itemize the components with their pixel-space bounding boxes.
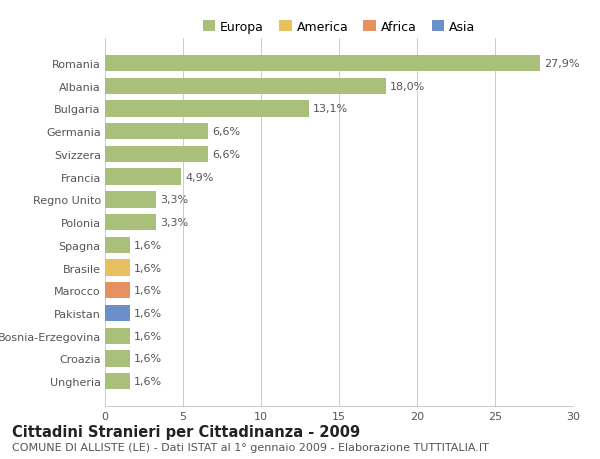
Bar bbox=[105, 351, 130, 367]
Bar bbox=[105, 101, 310, 118]
Bar bbox=[105, 260, 130, 276]
Text: Cittadini Stranieri per Cittadinanza - 2009: Cittadini Stranieri per Cittadinanza - 2… bbox=[12, 425, 360, 440]
Text: 1,6%: 1,6% bbox=[134, 241, 162, 250]
Text: 18,0%: 18,0% bbox=[390, 82, 425, 91]
Text: 6,6%: 6,6% bbox=[212, 150, 240, 160]
Text: 1,6%: 1,6% bbox=[134, 263, 162, 273]
Bar bbox=[105, 192, 157, 208]
Bar bbox=[105, 373, 130, 390]
Bar bbox=[105, 282, 130, 299]
Text: 1,6%: 1,6% bbox=[134, 376, 162, 386]
Legend: Europa, America, Africa, Asia: Europa, America, Africa, Asia bbox=[197, 16, 481, 39]
Bar bbox=[105, 305, 130, 321]
Bar bbox=[105, 237, 130, 253]
Text: 3,3%: 3,3% bbox=[160, 218, 188, 228]
Text: 6,6%: 6,6% bbox=[212, 127, 240, 137]
Text: 13,1%: 13,1% bbox=[313, 104, 349, 114]
Text: COMUNE DI ALLISTE (LE) - Dati ISTAT al 1° gennaio 2009 - Elaborazione TUTTITALIA: COMUNE DI ALLISTE (LE) - Dati ISTAT al 1… bbox=[12, 442, 489, 452]
Text: 3,3%: 3,3% bbox=[160, 195, 188, 205]
Text: 27,9%: 27,9% bbox=[544, 59, 580, 69]
Bar bbox=[105, 56, 540, 72]
Text: 1,6%: 1,6% bbox=[134, 331, 162, 341]
Bar bbox=[105, 214, 157, 231]
Text: 4,9%: 4,9% bbox=[185, 172, 214, 182]
Bar bbox=[105, 328, 130, 344]
Text: 1,6%: 1,6% bbox=[134, 285, 162, 296]
Bar bbox=[105, 146, 208, 163]
Text: 1,6%: 1,6% bbox=[134, 308, 162, 318]
Text: 1,6%: 1,6% bbox=[134, 354, 162, 364]
Bar bbox=[105, 169, 181, 185]
Bar bbox=[105, 78, 386, 95]
Bar bbox=[105, 124, 208, 140]
